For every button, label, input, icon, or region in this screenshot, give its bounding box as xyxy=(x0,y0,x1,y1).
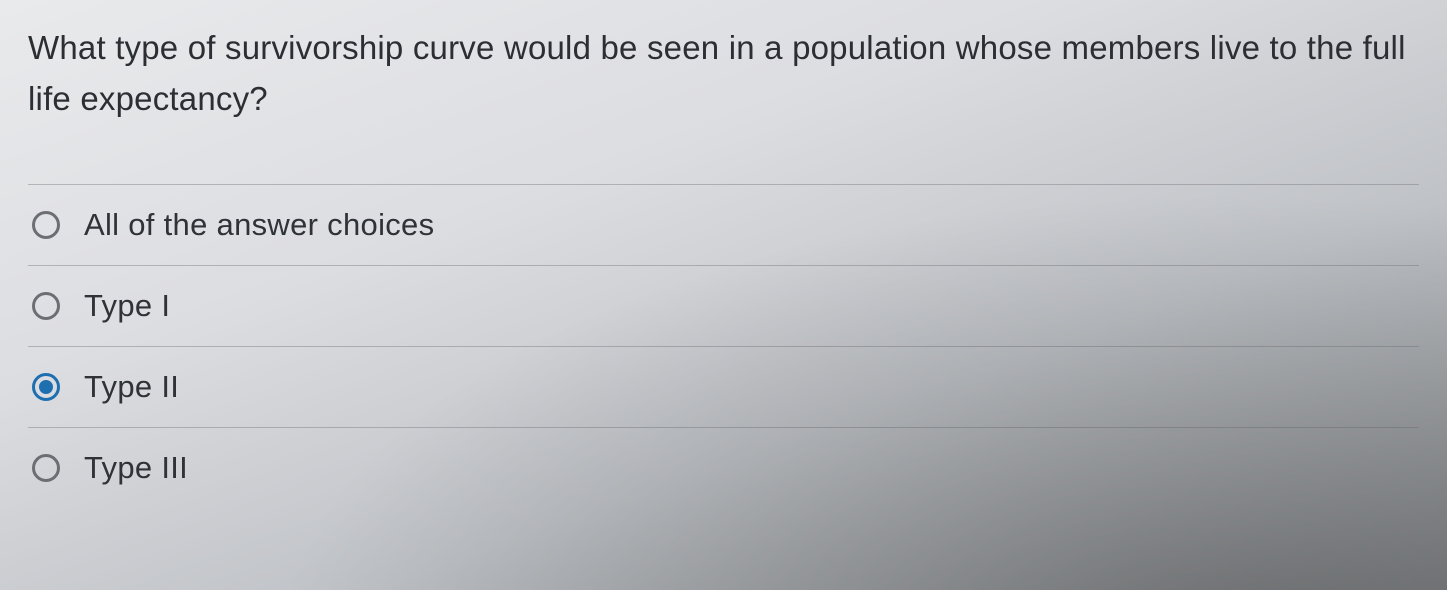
answer-option-type-3[interactable]: Type III xyxy=(28,427,1419,508)
answer-label: Type II xyxy=(84,369,179,405)
answer-label: Type III xyxy=(84,450,188,486)
answer-label: All of the answer choices xyxy=(84,207,434,243)
answer-label: Type I xyxy=(84,288,170,324)
answer-list: All of the answer choices Type I Type II… xyxy=(28,184,1419,508)
answer-option-type-2[interactable]: Type II xyxy=(28,346,1419,427)
radio-unchecked-icon xyxy=(32,211,60,239)
radio-unchecked-icon xyxy=(32,454,60,482)
question-block: What type of survivorship curve would be… xyxy=(28,22,1419,124)
radio-checked-icon xyxy=(32,373,60,401)
answer-option-all[interactable]: All of the answer choices xyxy=(28,184,1419,265)
answer-option-type-1[interactable]: Type I xyxy=(28,265,1419,346)
radio-unchecked-icon xyxy=(32,292,60,320)
question-text: What type of survivorship curve would be… xyxy=(28,22,1419,124)
